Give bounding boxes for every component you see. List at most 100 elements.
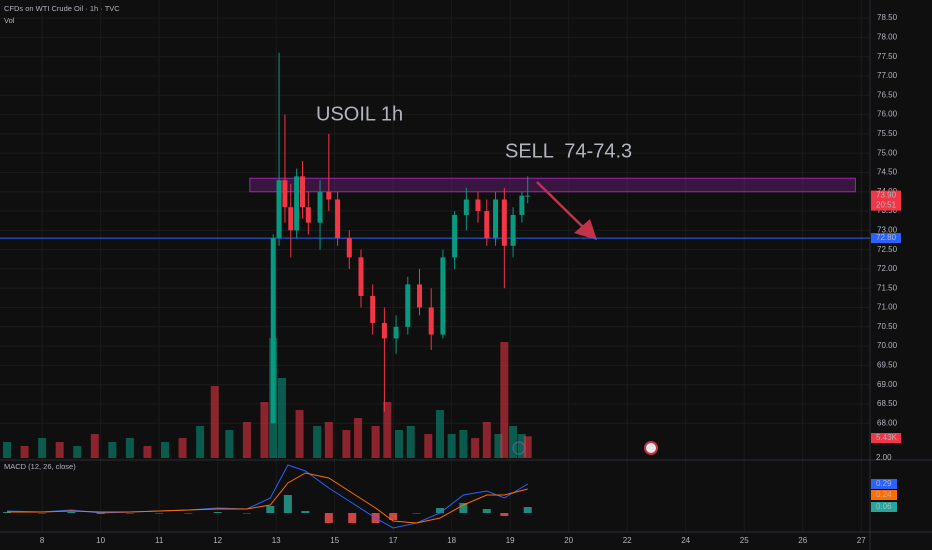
macd-histogram-bar (283, 495, 292, 513)
macd-histogram-bar (435, 508, 444, 513)
macd-histogram-bar (301, 511, 310, 513)
volume-bar (494, 434, 503, 458)
y-tick-label: 78.50 (877, 13, 898, 22)
x-tick-label: 15 (330, 536, 339, 545)
price-tag-box (871, 233, 901, 244)
x-tick-label: 26 (798, 536, 807, 545)
candle-body (317, 191, 323, 223)
sell-zone (249, 177, 856, 193)
candle-body (393, 326, 399, 339)
candle-body (416, 284, 422, 308)
y-tick-label: 71.50 (877, 283, 898, 292)
macd-histogram-bar (242, 513, 251, 514)
candle-body (510, 214, 516, 246)
x-tick-label: 13 (272, 536, 281, 545)
volume-bar (260, 402, 269, 458)
y-tick-label: 77.00 (877, 71, 898, 80)
y-tick-label: 70.00 (877, 341, 898, 350)
macd-histogram-bar (412, 513, 421, 514)
candle-body (428, 307, 434, 335)
y-tick-label: 71.00 (877, 303, 898, 312)
candle-body (282, 180, 288, 208)
volume-bar (108, 442, 117, 458)
volume-bar (500, 342, 509, 458)
x-tick-label: 24 (681, 536, 690, 545)
y-tick-label: 69.50 (877, 361, 898, 370)
volume-bar (482, 422, 491, 458)
annotation: USOIL 1h (316, 103, 403, 125)
volume-tag-label: 5.43K (876, 433, 898, 442)
candle-body (463, 199, 469, 215)
sell-arrow (536, 181, 597, 240)
volume-label: Vol (4, 16, 15, 25)
candle-body (276, 180, 282, 239)
macd-histogram-bar (125, 513, 134, 514)
price-tag-label: 72.80 (876, 233, 897, 242)
volume-bar (523, 436, 532, 458)
macd-histogram-bar (500, 513, 509, 516)
x-tick-label: 19 (506, 536, 515, 545)
y-tick-label: 69.00 (877, 380, 898, 389)
annotation: SELL 74-74.3 (505, 140, 632, 162)
candle-body (484, 211, 490, 239)
volume-bar (278, 378, 287, 458)
candle-body (525, 195, 531, 197)
volume-bar (471, 438, 480, 458)
macd-signal-line (7, 472, 528, 524)
price-tag-label: 73.90 (876, 191, 897, 200)
candle-body (370, 295, 376, 323)
candle-body (358, 257, 364, 296)
candle-body (493, 199, 499, 239)
volume-bar (509, 426, 518, 458)
macd-histogram-bar (213, 512, 222, 513)
y-tick-label: 72.50 (877, 245, 898, 254)
y-tick-label: 73.50 (877, 206, 898, 215)
volume-bar (20, 446, 29, 458)
macd-tag-label: 0.06 (876, 502, 892, 511)
volume-bar (342, 430, 351, 458)
candle-body (305, 207, 311, 223)
x-tick-label: 17 (389, 536, 398, 545)
price-tag-box (871, 190, 901, 211)
candle-body (405, 284, 411, 327)
volume-bar (143, 446, 152, 458)
candle-body (294, 176, 300, 231)
countdown: 20:51 (876, 201, 897, 210)
y-tick-label: 75.50 (877, 129, 898, 138)
macd-histogram-bar (389, 513, 398, 520)
x-tick-label: 12 (213, 536, 222, 545)
volume-bar (371, 426, 380, 458)
volume-bar (178, 438, 187, 458)
macd-label: MACD (12, 26, close) (4, 462, 76, 471)
macd-histogram-bar (67, 512, 76, 513)
volume-bar (313, 426, 322, 458)
candle-body (270, 238, 276, 424)
volume-bar (324, 422, 333, 458)
volume-bar (3, 442, 12, 458)
volume-bar (38, 438, 47, 458)
macd-histogram-bar (96, 513, 105, 514)
macd-histogram-bar (523, 507, 532, 513)
candle-body (452, 214, 458, 258)
volume-bar (160, 442, 169, 458)
y-tick-label: 70.50 (877, 322, 898, 331)
x-tick-label: 18 (447, 536, 456, 545)
volume-bar (90, 434, 99, 458)
price-tag: 73.90 (871, 190, 901, 211)
candle-body (326, 191, 332, 200)
volume-bar (459, 430, 468, 458)
y-tick-label: 74.50 (877, 168, 898, 177)
x-tick-label: 10 (96, 536, 105, 545)
macd-histogram-bar (348, 513, 357, 523)
y-tick-label: 72.00 (877, 264, 898, 273)
x-tick-label: 27 (857, 536, 866, 545)
macd-tag-label: 0.29 (876, 479, 892, 488)
volume-bar (354, 418, 363, 458)
candle-body (381, 322, 387, 339)
y-tick-label: 77.50 (877, 52, 898, 61)
macd-histogram-bar (482, 509, 491, 513)
macd-histogram-bar (38, 513, 47, 514)
candle-body (288, 207, 294, 231)
